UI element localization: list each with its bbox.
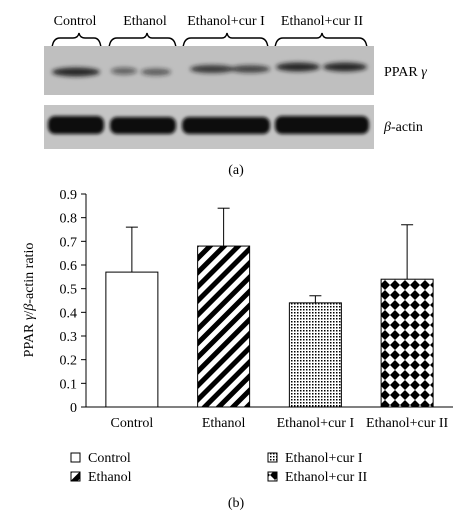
chart-legend: Control Ethanol Ethanol+cur I Ethanol+cu… <box>70 451 367 485</box>
y-tick-label: 0.1 <box>60 377 78 392</box>
group-label-control: Control <box>54 14 97 29</box>
y-tick-label: 0.6 <box>60 259 78 274</box>
ppar-gamma-blot <box>44 46 374 95</box>
legend-label-control: Control <box>88 451 131 466</box>
x-tick-label-ethanol: Ethanol <box>202 416 246 431</box>
y-tick-label: 0.5 <box>60 283 78 298</box>
legend-swatch-ethanol <box>70 471 81 482</box>
beta-actin-band-label: β-actin <box>383 120 423 135</box>
y-axis-ticks: 0 0.1 0.2 0.3 0.4 0.5 0.6 0.7 0.8 0.9 <box>60 188 86 416</box>
panel-b-caption: (b) <box>228 496 245 511</box>
y-tick-label: 0.3 <box>60 330 78 345</box>
bar-ethanol-cur-i <box>288 302 342 408</box>
y-tick-label: 0 <box>70 401 77 416</box>
legend-swatch-control <box>70 452 81 463</box>
error-bars <box>125 207 414 303</box>
bar-control <box>105 271 159 408</box>
beta-actin-blot <box>44 105 374 149</box>
y-tick-label: 0.4 <box>60 306 78 321</box>
legend-swatch-ethanol-cur-i <box>267 452 278 463</box>
bar-chart: PPAR γ/β-actin ratio 0 0.1 0.2 0.3 0.4 0.5 0.6… <box>22 188 453 431</box>
y-tick-label: 0.8 <box>60 212 78 227</box>
x-axis-categories: Control Ethanol Ethanol+cur I Ethanol+cur I… <box>110 416 448 431</box>
y-tick-label: 0.7 <box>60 235 78 250</box>
group-brace-ethanol-cur-i <box>182 32 269 49</box>
bars <box>105 245 434 408</box>
group-brace-control <box>51 32 102 49</box>
y-tick-label: 0.9 <box>60 188 78 203</box>
x-tick-label-control: Control <box>110 416 153 431</box>
western-blot-panel: Control Ethanol Ethanol+cur I Ethanol+cu… <box>44 14 427 178</box>
legend-label-ethanol-cur-i: Ethanol+cur I <box>285 451 363 466</box>
group-label-ethanol: Ethanol <box>123 14 167 29</box>
legend-item-ethanol-cur-ii: Ethanol+cur II <box>267 470 367 485</box>
group-label-ethanol-cur-i: Ethanol+cur I <box>187 14 265 29</box>
legend-label-ethanol-cur-ii: Ethanol+cur II <box>285 470 367 485</box>
y-axis-label: PPAR γ/β-actin ratio <box>22 243 37 358</box>
legend-item-ethanol-cur-i: Ethanol+cur I <box>267 451 363 466</box>
legend-label-ethanol: Ethanol <box>88 470 132 485</box>
x-tick-label-ethanol-cur-i: Ethanol+cur I <box>277 416 355 431</box>
legend-item-control: Control <box>70 451 131 466</box>
legend-swatch-ethanol-cur-ii <box>267 471 278 482</box>
bar-ethanol <box>197 245 251 408</box>
y-tick-label: 0.2 <box>60 354 78 369</box>
group-brace-ethanol-cur-ii <box>274 32 368 49</box>
x-tick-label-ethanol-cur-ii: Ethanol+cur II <box>366 416 448 431</box>
ppar-gamma-band-label: PPAR γ <box>384 65 427 80</box>
legend-item-ethanol: Ethanol <box>70 470 132 485</box>
bar-ethanol-cur-ii <box>380 278 434 408</box>
group-label-ethanol-cur-ii: Ethanol+cur II <box>281 14 363 29</box>
panel-a-caption: (a) <box>228 163 244 178</box>
group-brace-ethanol <box>108 32 177 49</box>
